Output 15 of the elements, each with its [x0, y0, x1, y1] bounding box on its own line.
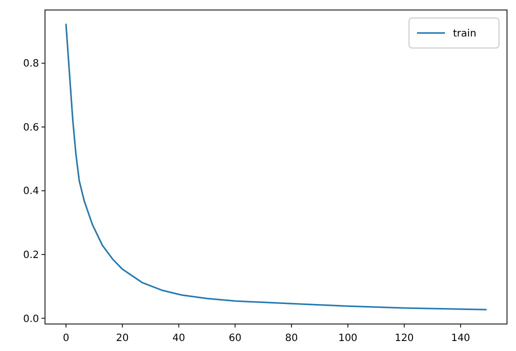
y-tick-label: 0.8	[23, 58, 39, 70]
x-tick-label: 100	[338, 333, 358, 344]
y-tick-label: 0.2	[23, 250, 39, 262]
line-series	[65, 24, 487, 310]
y-tick-label: 0.6	[23, 122, 39, 134]
x-tick-label: 80	[285, 333, 298, 344]
y-tick-label: 0.0	[23, 314, 39, 325]
x-tick-label: 140	[451, 333, 470, 344]
y-tick-label: 0.4	[23, 186, 39, 198]
x-tick-label: 120	[394, 333, 414, 344]
x-tick-label: 60	[228, 333, 242, 344]
x-tick-label: 0	[62, 333, 70, 344]
x-tick-label: 20	[116, 333, 129, 344]
legend-label: train	[453, 28, 476, 40]
x-tick-label: 40	[172, 333, 186, 344]
